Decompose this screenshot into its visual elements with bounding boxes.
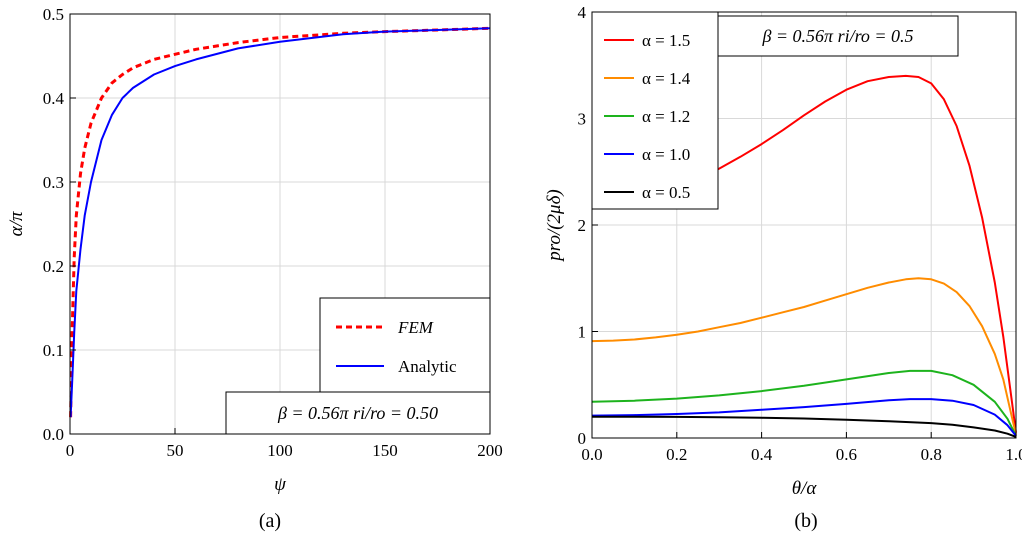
panel-a-legend-box <box>320 298 490 394</box>
panel-b-legend: α = 1.5 α = 1.4 α = 1.2 α = 1.0 α = 0.5 <box>592 12 718 209</box>
panel-a-y-tick-label: 0.0 <box>43 425 64 444</box>
panel-b-y-tick-label: 4 <box>578 3 587 22</box>
panel-b-legend-label-0: α = 1.5 <box>642 31 690 50</box>
panel-a-x-tick-label: 0 <box>66 441 75 460</box>
panel-b-x-tick-label: 0.4 <box>751 445 773 464</box>
panel-a-y-tick-label: 0.1 <box>43 341 64 360</box>
panel-a-legend: FEM Analytic <box>320 298 490 394</box>
panel-a-x-tick-label: 150 <box>372 441 398 460</box>
panel-a-annotation: β = 0.56π ri/ro = 0.50 <box>226 392 490 434</box>
panel-a-y-tick-label: 0.3 <box>43 173 64 192</box>
panel-a-annotation-text: β = 0.56π ri/ro = 0.50 <box>277 403 438 423</box>
panel-b-legend-label-3: α = 1.0 <box>642 145 690 164</box>
panel-b-y-tick-label: 3 <box>578 110 587 129</box>
panel-a-x-tick-label: 100 <box>267 441 293 460</box>
panel-a-y-axis-label: α/π <box>6 211 27 236</box>
panel-b-legend-label-4: α = 0.5 <box>642 183 690 202</box>
panel-b-annotation-text: β = 0.56π ri/ro = 0.5 <box>761 26 913 46</box>
panel-b-series-line-2 <box>592 371 1016 436</box>
panel-b-label: (b) <box>794 510 817 532</box>
panel-b-legend-label-1: α = 1.4 <box>642 69 691 88</box>
panel-b-x-tick-label: 0.6 <box>836 445 857 464</box>
panel-b-y-tick-label: 0 <box>578 429 587 448</box>
panel-b-line-chart: 0.00.20.40.60.81.001234 θ/α pro/(2μδ) α … <box>544 3 1022 532</box>
panel-b-y-tick-label: 2 <box>578 216 587 235</box>
panel-b-y-axis-label: pro/(2μδ) <box>544 189 565 263</box>
panel-b-legend-label-2: α = 1.2 <box>642 107 690 126</box>
panel-b-x-axis-label: θ/α <box>792 478 818 499</box>
panel-b-series-line-4 <box>592 417 1016 437</box>
panel-b-x-tick-label: 1.0 <box>1005 445 1022 464</box>
panel-b-y-tick-label: 1 <box>578 323 587 342</box>
panel-a-y-tick-label: 0.5 <box>43 5 64 24</box>
panel-a-x-tick-label: 50 <box>167 441 184 460</box>
panel-a-legend-fem-label: FEM <box>397 318 434 337</box>
panel-a-x-axis-label: ψ <box>274 474 287 495</box>
panel-b-x-tick-label: 0.8 <box>921 445 942 464</box>
panel-b-series-line-1 <box>592 278 1016 435</box>
panel-a-y-tick-label: 0.4 <box>43 89 65 108</box>
panel-a-y-tick-label: 0.2 <box>43 257 64 276</box>
panel-a-line-chart: 0 50 100 150 200 0.0 0.1 0.2 0.3 0.4 0.5 ψ α/π FEM… <box>6 5 503 532</box>
panel-a-x-tick-label: 200 <box>477 441 503 460</box>
panel-a-legend-analytic-label: Analytic <box>398 357 457 376</box>
panel-b-x-tick-label: 0.2 <box>666 445 687 464</box>
panel-a-label: (a) <box>259 510 281 532</box>
panel-b-annotation: β = 0.56π ri/ro = 0.5 <box>718 16 958 56</box>
